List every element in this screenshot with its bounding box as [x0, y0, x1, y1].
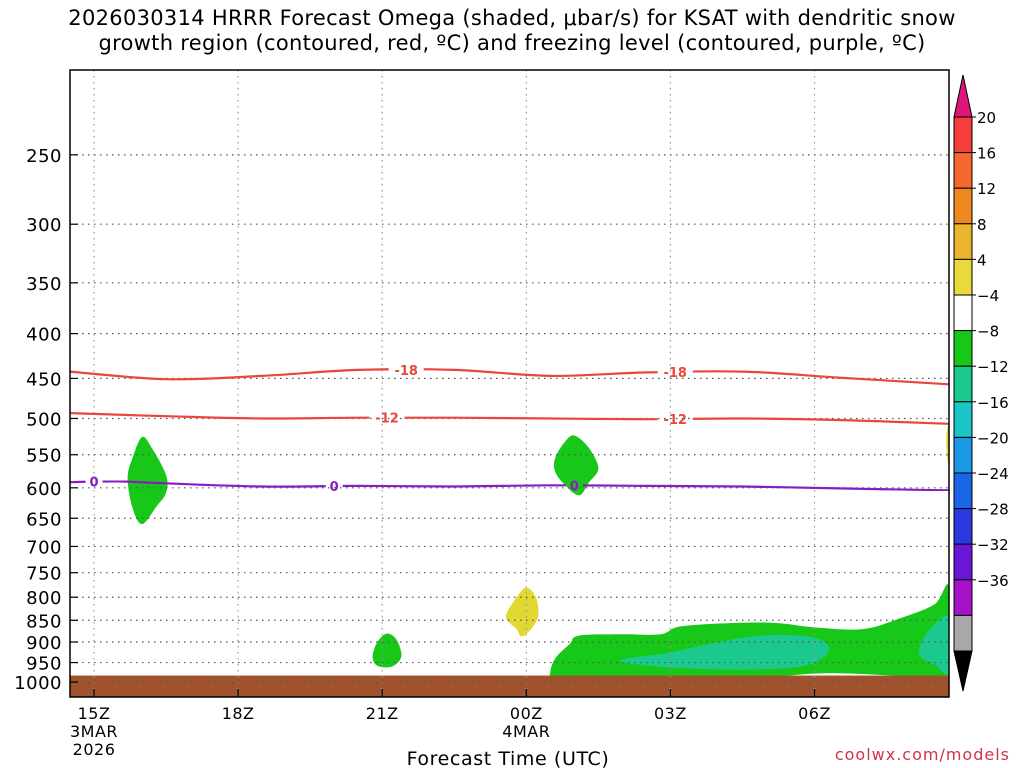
x-axis-label: Forecast Time (UTC) [407, 748, 610, 768]
colorbar-label: −24 [977, 465, 1009, 483]
x-tick-date: 4MAR [502, 722, 550, 741]
colorbar-band [953, 543, 973, 581]
y-tick-label: 700 [26, 537, 62, 558]
chart-title: 2026030314 HRRR Forecast Omega (shaded, … [0, 6, 1024, 56]
colorbar: 20 16 12 8 4 −4 −8 −12 −16 −20 −24 −28 −32 −36 [953, 74, 1009, 692]
contour-line [70, 480, 949, 492]
colorbar-label: −8 [977, 323, 999, 341]
colorbar-band [953, 401, 973, 438]
y-tick-label: 650 [26, 509, 62, 530]
colorbar-label: 16 [977, 145, 996, 163]
colorbar-label: 12 [977, 180, 996, 198]
chart-title-line-2: growth region (contoured, red, ºC) and f… [98, 31, 926, 55]
contour-label: -18 [394, 364, 418, 379]
colorbar-band [953, 258, 973, 296]
contour-label: 0 [330, 480, 339, 495]
omega-region [505, 587, 539, 637]
colorbar-band [953, 116, 973, 154]
y-tick-label: 750 [26, 564, 62, 585]
colorbar-band [953, 294, 973, 332]
colorbar-band [953, 436, 973, 474]
y-tick-label: 250 [26, 146, 62, 167]
omega-region [127, 436, 168, 525]
colorbar-band [953, 152, 973, 189]
colorbar-band [953, 614, 973, 652]
omega-region [553, 435, 599, 496]
colorbar-label: 4 [977, 251, 987, 269]
contour-label: -12 [375, 412, 399, 427]
y-tick-label: 300 [26, 215, 62, 236]
y-tick-label: 900 [26, 633, 62, 654]
plot-frame [69, 69, 950, 698]
colorbar-label: −12 [977, 358, 1009, 376]
x-tick-date: 3MAR [70, 722, 118, 741]
contour-label: -12 [663, 413, 687, 428]
y-tick-label: 800 [26, 588, 62, 609]
colorbar-label: −20 [977, 429, 1009, 447]
colorbar-label: −16 [977, 394, 1009, 412]
x-tick-label: 15Z [78, 704, 111, 723]
y-tick-label: 1000 [14, 673, 62, 694]
colorbar-label: −4 [977, 287, 999, 305]
x-tick-label: 18Z [222, 704, 255, 723]
y-tick-label: 500 [26, 409, 62, 430]
colorbar-band [953, 187, 973, 225]
ground-area [70, 675, 949, 697]
axes: 2503003504004505005506006507007508008509… [14, 69, 950, 759]
colorbar-label: 8 [977, 216, 987, 234]
y-tick-label: 550 [26, 446, 62, 467]
colorbar-band [953, 472, 973, 510]
colorbar-band [953, 508, 973, 545]
colorbar-label: 20 [977, 109, 996, 127]
contour-lines: -18 -18 -12 -12 0 0 0 [70, 364, 949, 495]
colorbar-label: −28 [977, 501, 1009, 519]
x-tick-label: 03Z [654, 704, 687, 723]
chart-title-line-1: 2026030314 HRRR Forecast Omega (shaded, … [68, 6, 956, 30]
omega-region [918, 616, 949, 675]
y-tick-label: 850 [26, 611, 62, 632]
contour-line [70, 368, 949, 386]
y-tick-label: 350 [26, 274, 62, 295]
grid-lines [70, 70, 949, 697]
colorbar-band [953, 330, 973, 367]
y-tick-label: 450 [26, 369, 62, 390]
contour-label: 0 [89, 476, 98, 491]
x-tick-label: 21Z [366, 704, 399, 723]
colorbar-band [953, 579, 973, 616]
x-tick-label: 06Z [798, 704, 831, 723]
colorbar-bottom-cap [953, 650, 973, 692]
x-tick-year: 2026 [73, 740, 116, 759]
y-tick-label: 400 [26, 325, 62, 346]
contour-label: 0 [570, 479, 579, 494]
colorbar-label: −32 [977, 536, 1009, 554]
colorbar-top-cap [953, 74, 973, 118]
omega-regions [127, 424, 949, 685]
colorbar-band [953, 223, 973, 260]
site-credit: coolwx.com/models [834, 745, 1010, 764]
colorbar-band [953, 365, 973, 403]
plot-area [70, 424, 949, 697]
colorbar-label: −36 [977, 572, 1009, 590]
omega-region [620, 634, 830, 670]
y-tick-label: 600 [26, 479, 62, 500]
contour-label: -18 [663, 366, 687, 381]
contour-line [70, 412, 949, 425]
y-tick-label: 950 [26, 654, 62, 675]
x-tick-label: 00Z [510, 704, 543, 723]
